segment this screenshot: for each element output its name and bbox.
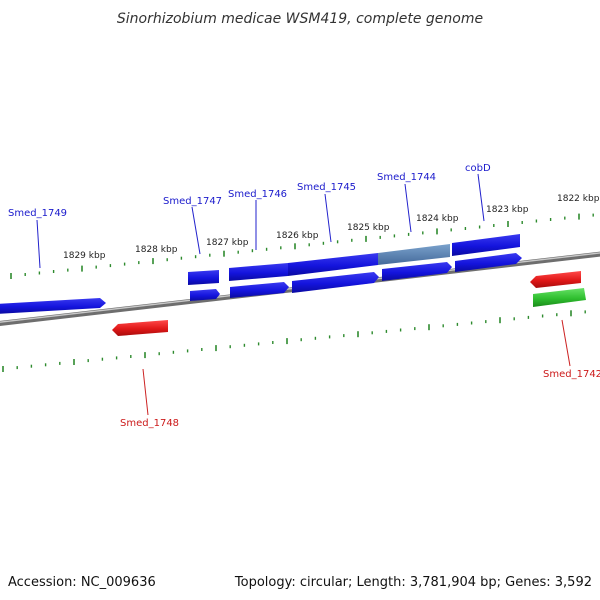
- gene-label-smed-1749[interactable]: Smed_1749: [8, 208, 67, 219]
- gene-smed-1746-a[interactable]: [229, 263, 288, 281]
- rna-gene-near-smed-1742[interactable]: [533, 288, 586, 307]
- kbp-label-1823: 1823 kbp: [486, 205, 529, 215]
- gene-label-smed-1746[interactable]: Smed_1746: [228, 189, 287, 200]
- leader-smed-1745: [324, 193, 332, 243]
- leader-smed-1748: [142, 368, 149, 416]
- gene-cobd-a[interactable]: [452, 234, 520, 256]
- leader-smed-1747: [191, 206, 201, 255]
- forward-genes: [0, 234, 522, 314]
- kbp-label-1826: 1826 kbp: [276, 231, 319, 241]
- gene-smed-1747-a[interactable]: [188, 270, 219, 285]
- gene-label-smed-1748[interactable]: Smed_1748: [120, 418, 179, 429]
- gene-smed-1746-b[interactable]: [230, 282, 289, 298]
- leader-smed-1742: [561, 319, 571, 367]
- gene-label-smed-1744[interactable]: Smed_1744: [377, 172, 436, 183]
- kbp-label-1825: 1825 kbp: [347, 223, 390, 233]
- kbp-label-1828: 1828 kbp: [135, 245, 178, 255]
- gene-smed-1749[interactable]: [0, 298, 106, 314]
- genome-summary-text: Topology: circular; Length: 3,781,904 bp…: [234, 575, 592, 590]
- kbp-label-1829: 1829 kbp: [63, 251, 106, 261]
- gene-cobd-b[interactable]: [455, 253, 522, 272]
- gene-smed-1747-b[interactable]: [190, 289, 220, 301]
- gene-smed-1745-a[interactable]: [288, 253, 378, 276]
- gene-label-cobd[interactable]: cobD: [465, 163, 491, 174]
- reverse-genes: [112, 271, 586, 336]
- gene-smed-1744-b[interactable]: [382, 262, 452, 281]
- kbp-label-1827: 1827 kbp: [206, 238, 249, 248]
- scale-ticks-outer: [10, 213, 594, 279]
- kbp-label-1824: 1824 kbp: [416, 214, 459, 224]
- gene-smed-1745-b[interactable]: [292, 272, 379, 293]
- label-leader-lines: [36, 173, 571, 416]
- map-title: Sinorhizobium medicae WSM419, complete g…: [117, 11, 483, 27]
- leader-smed-1749: [36, 219, 41, 269]
- kbp-label-1822: 1822 kbp: [557, 194, 600, 204]
- scale-ticks-inner: [2, 310, 586, 372]
- gene-smed-1742[interactable]: [530, 271, 581, 288]
- gene-smed-1744-a[interactable]: [378, 244, 450, 265]
- accession-text: Accession: NC_009636: [8, 575, 156, 590]
- gene-label-smed-1747[interactable]: Smed_1747: [163, 196, 222, 207]
- gene-label-smed-1745[interactable]: Smed_1745: [297, 182, 356, 193]
- gene-label-smed-1742[interactable]: Smed_1742: [543, 369, 600, 380]
- leader-smed-1744: [404, 183, 412, 233]
- leader-cobd: [477, 173, 485, 222]
- gene-smed-1748[interactable]: [112, 320, 168, 336]
